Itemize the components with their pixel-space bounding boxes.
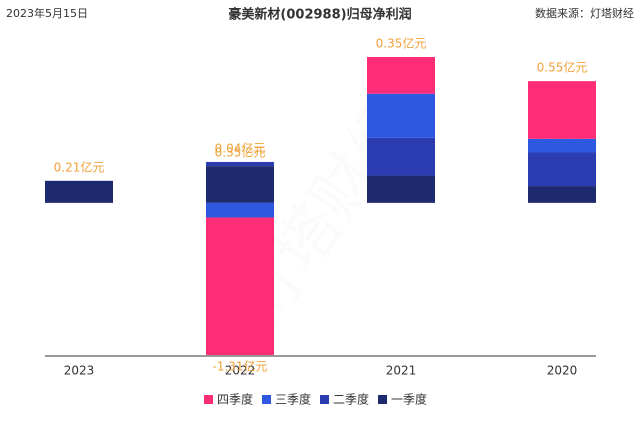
x-tick-label: 2021 bbox=[386, 364, 417, 378]
data-label: 0.21亿元 bbox=[54, 159, 105, 174]
legend-label: 三季度 bbox=[275, 392, 311, 407]
data-label: 0.35亿元 bbox=[376, 36, 427, 51]
bar-segment bbox=[367, 57, 435, 94]
bar-segment bbox=[206, 166, 274, 203]
legend-label: 四季度 bbox=[217, 392, 253, 407]
bar-segment bbox=[528, 186, 596, 203]
data-label: 0.04亿元 bbox=[215, 140, 266, 155]
legend-label: 二季度 bbox=[333, 392, 369, 407]
x-tick-label: 2023 bbox=[64, 364, 95, 378]
bar-segment bbox=[367, 93, 435, 138]
bar-segment bbox=[206, 202, 274, 218]
bar-segment bbox=[206, 161, 274, 167]
bar-segment bbox=[528, 152, 596, 187]
bar-segment bbox=[528, 138, 596, 153]
legend-swatch bbox=[204, 395, 213, 404]
bar-segment bbox=[45, 180, 113, 203]
chart-date: 2023年5月15日 bbox=[6, 6, 88, 20]
chart-source: 数据来源：灯塔财经 bbox=[535, 6, 634, 20]
legend-swatch bbox=[320, 395, 329, 404]
x-tick-label: 2020 bbox=[547, 364, 578, 378]
bar-segment bbox=[528, 81, 596, 139]
data-label: -1.31亿元 bbox=[212, 359, 267, 374]
x-tick-label: 2022 bbox=[225, 364, 256, 378]
data-label: 0.35亿元 bbox=[215, 145, 266, 160]
data-label: 0.55亿元 bbox=[537, 60, 588, 75]
legend-label: 一季度 bbox=[391, 392, 427, 407]
legend-swatch bbox=[262, 395, 271, 404]
bar-segment bbox=[367, 175, 435, 203]
bar-segment bbox=[367, 137, 435, 176]
legend-swatch bbox=[378, 395, 387, 404]
bar-segment bbox=[206, 217, 274, 355]
chart-title: 豪美新材(002988)归母净利润 bbox=[228, 7, 411, 23]
